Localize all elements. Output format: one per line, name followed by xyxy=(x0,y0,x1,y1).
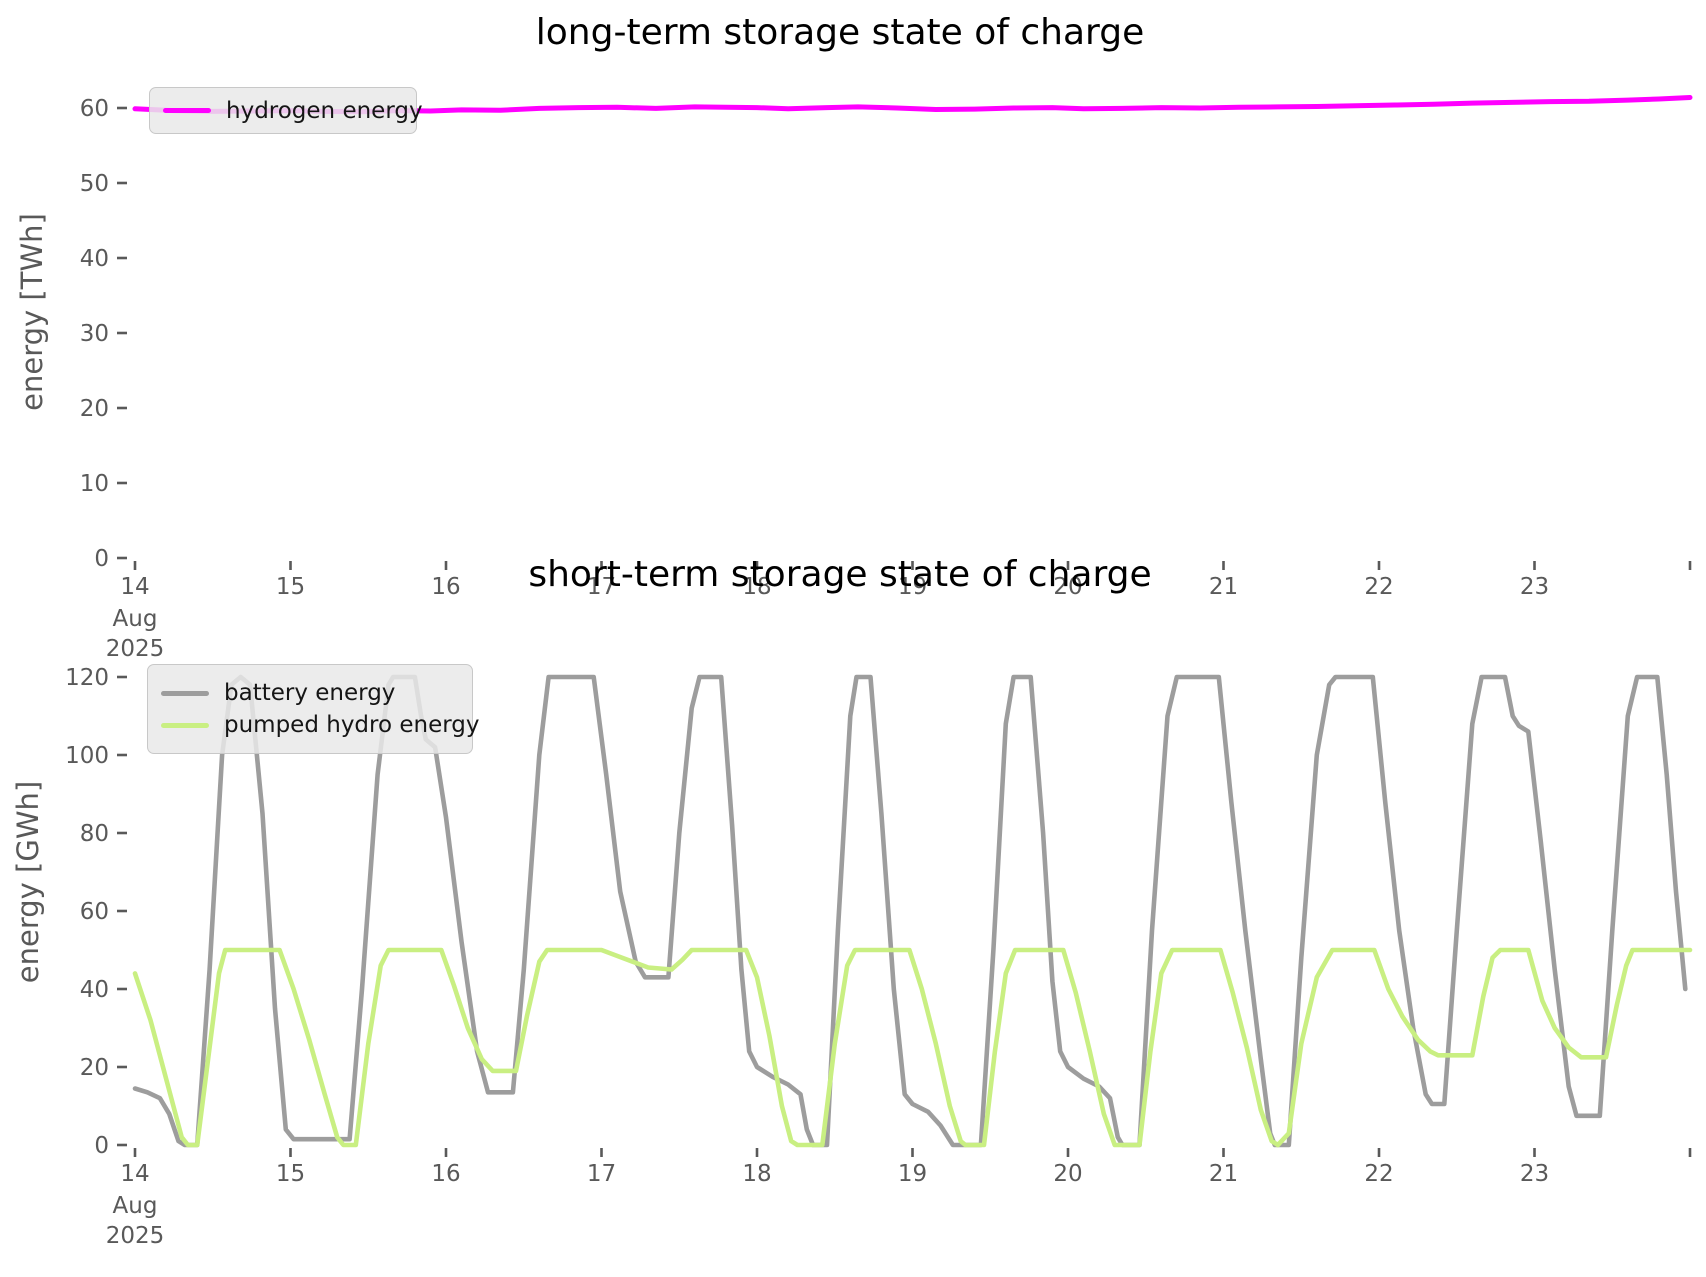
short-term-legend: battery energy pumped hydro energy xyxy=(147,664,480,754)
svg-text:14: 14 xyxy=(120,1161,149,1187)
svg-text:20: 20 xyxy=(80,396,109,422)
pumped-hydro-energy-line-sample xyxy=(161,722,209,728)
svg-text:19: 19 xyxy=(898,1161,927,1187)
svg-text:10: 10 xyxy=(80,471,109,497)
svg-text:21: 21 xyxy=(1209,1161,1238,1187)
legend-label-battery-energy: battery energy xyxy=(224,680,396,706)
svg-text:Aug: Aug xyxy=(113,606,158,632)
svg-text:16: 16 xyxy=(431,1161,460,1187)
svg-text:22: 22 xyxy=(1364,574,1393,600)
svg-text:Aug: Aug xyxy=(113,1193,158,1219)
svg-text:23: 23 xyxy=(1520,574,1549,600)
y-axis-label: energy [TWh] xyxy=(15,213,49,411)
hydrogen-energy-line-sample xyxy=(163,108,211,113)
svg-text:100: 100 xyxy=(65,743,109,769)
legend-label-pumped-hydro-energy: pumped hydro energy xyxy=(224,712,480,738)
svg-text:21: 21 xyxy=(1209,574,1238,600)
svg-text:40: 40 xyxy=(80,977,109,1003)
svg-text:16: 16 xyxy=(431,574,460,600)
long-term-chart-title: long-term storage state of charge xyxy=(535,12,1145,53)
svg-text:20: 20 xyxy=(1053,574,1082,600)
y-axis-label: energy [GWh] xyxy=(11,781,45,983)
svg-text:2025: 2025 xyxy=(106,636,165,662)
svg-text:20: 20 xyxy=(80,1055,109,1081)
svg-text:40: 40 xyxy=(80,246,109,272)
legend-item-pumped-hydro-energy: pumped hydro energy xyxy=(161,712,480,738)
svg-text:30: 30 xyxy=(80,321,109,347)
y-axis-ticks: 0 10 20 30 40 50 60 xyxy=(80,96,127,572)
svg-text:0: 0 xyxy=(94,546,109,572)
svg-text:18: 18 xyxy=(742,574,771,600)
short-term-chart-title: short-term storage state of charge xyxy=(528,554,1152,595)
legend-label-hydrogen-energy: hydrogen energy xyxy=(226,97,423,124)
svg-text:22: 22 xyxy=(1364,1161,1393,1187)
svg-text:15: 15 xyxy=(276,574,305,600)
svg-text:0: 0 xyxy=(94,1133,109,1159)
svg-text:80: 80 xyxy=(80,821,109,847)
y-axis-ticks: 0 20 40 60 80 100 120 xyxy=(65,665,127,1159)
long-term-legend: hydrogen energy xyxy=(149,87,423,134)
svg-text:19: 19 xyxy=(898,574,927,600)
svg-text:50: 50 xyxy=(80,171,109,197)
pumped-hydro-energy-line xyxy=(132,947,1693,1148)
svg-text:18: 18 xyxy=(742,1161,771,1187)
x-axis-ticks: 14 15 16 17 18 19 20 21 22 23 Aug 2025 xyxy=(106,561,1692,662)
svg-text:23: 23 xyxy=(1520,1161,1549,1187)
svg-text:17: 17 xyxy=(587,1161,616,1187)
x-axis-ticks: 14 15 16 17 18 19 20 21 22 23 Aug 2025 xyxy=(106,1148,1692,1249)
svg-text:2025: 2025 xyxy=(106,1223,165,1249)
svg-text:60: 60 xyxy=(80,96,109,122)
battery-energy-line-sample xyxy=(161,690,209,696)
svg-text:60: 60 xyxy=(80,899,109,925)
svg-text:15: 15 xyxy=(276,1161,305,1187)
svg-text:20: 20 xyxy=(1053,1161,1082,1187)
svg-text:14: 14 xyxy=(120,574,149,600)
legend-item-hydrogen-energy: hydrogen energy xyxy=(163,98,423,124)
svg-text:17: 17 xyxy=(587,574,616,600)
svg-text:120: 120 xyxy=(65,665,109,691)
legend-item-battery-energy: battery energy xyxy=(161,680,472,706)
